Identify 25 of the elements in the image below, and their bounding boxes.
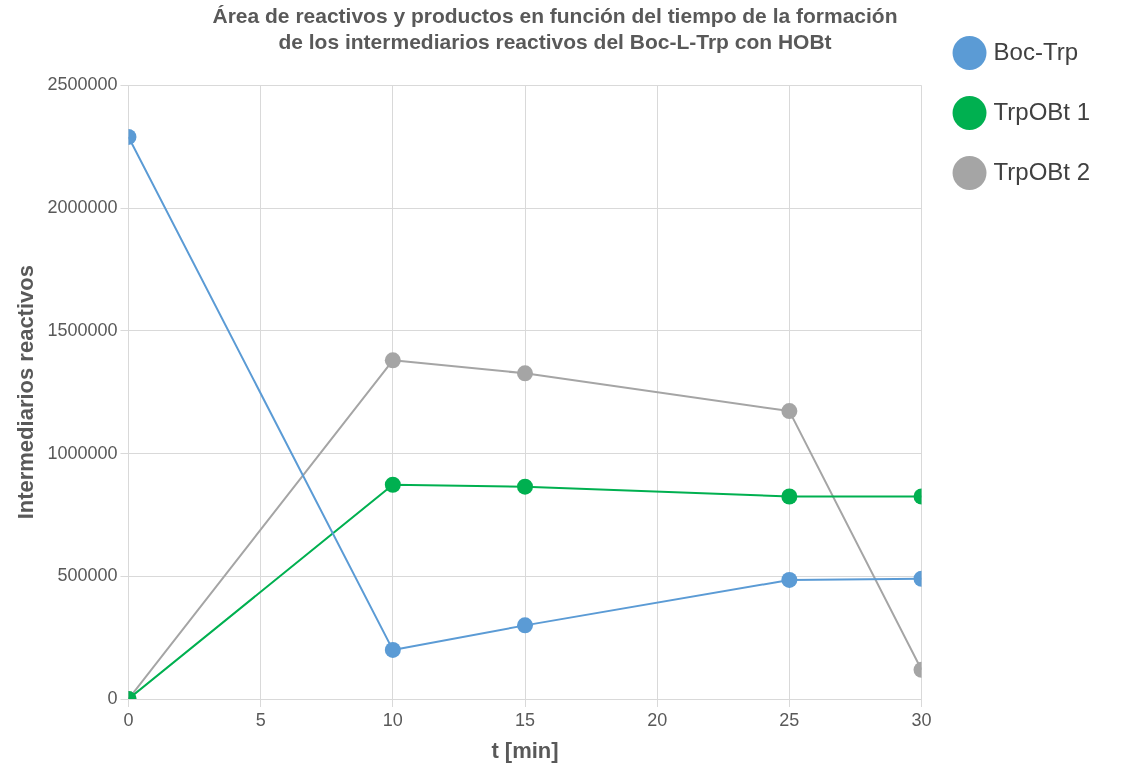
- legend-label: TrpOBt 2: [993, 157, 1090, 185]
- point: [517, 478, 533, 495]
- point: [517, 365, 533, 382]
- y-tick-label: 2000000: [47, 197, 118, 218]
- y-tick-label: 0: [107, 687, 118, 708]
- y-tick-label: 500000: [57, 565, 118, 586]
- y-axis-title: Intermediarios reactivos: [13, 265, 39, 520]
- x-tick-label: 15: [514, 709, 536, 730]
- x-axis-title: t [min]: [491, 737, 559, 763]
- y-tick-label: 1000000: [47, 442, 118, 463]
- point: [517, 617, 533, 634]
- y-tick-label: 2500000: [47, 74, 118, 95]
- x-tick-label: 0: [123, 709, 134, 730]
- legend-label: TrpOBt 1: [993, 97, 1090, 125]
- legend-label: Boc-Trp: [993, 37, 1078, 65]
- x-tick-label: 30: [911, 709, 932, 730]
- chart-title: Área de reactivos y productos en función del tiempo de la formación de los intermediarios reactivos del Boc-L-Trp con HOBt: [212, 4, 898, 53]
- x-tick-label: 5: [255, 709, 266, 730]
- point: [384, 476, 401, 493]
- x-tick-label: 25: [779, 709, 800, 730]
- x-tick-label: 20: [647, 709, 668, 730]
- y-tick-label: 1500000: [47, 319, 118, 340]
- point: [384, 352, 401, 369]
- point: [384, 641, 401, 658]
- x-tick-label: 10: [382, 709, 403, 730]
